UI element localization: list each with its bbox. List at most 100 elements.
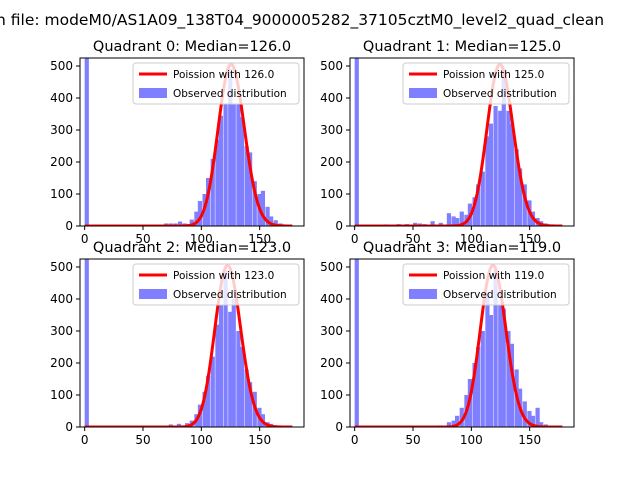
figure-suptitle: n file: modeM0/AS1A09_138T04_9000005282_… (0, 11, 604, 30)
histogram-bar (518, 168, 523, 226)
x-tick-label: 0 (81, 232, 89, 246)
legend-box (132, 62, 300, 105)
plot-area (84, 58, 293, 226)
histogram-bar (493, 106, 498, 226)
histogram-bar (501, 308, 506, 427)
histogram-bar (210, 356, 215, 427)
x-tick-label: 50 (135, 232, 150, 246)
x-tick-label: 50 (135, 433, 150, 447)
histogram-bar (459, 407, 464, 427)
histogram-bar (514, 149, 519, 226)
y-tick-label: 200 (320, 155, 343, 169)
y-tick-label: 200 (50, 155, 73, 169)
histogram-bar (248, 152, 253, 226)
y-tick-label: 300 (50, 324, 73, 338)
histogram-bar (176, 423, 182, 427)
histogram-bar (202, 391, 207, 427)
histogram-bar (206, 178, 211, 226)
y-tick-label: 300 (320, 123, 343, 137)
legend-label: Observed distribution (443, 289, 557, 301)
y-tick-label: 0 (335, 219, 343, 233)
plot-area (354, 259, 563, 427)
histogram-bar (354, 259, 359, 427)
histogram-bar (244, 369, 249, 427)
subplot-title: Quadrant 2: Median=123.0 (93, 240, 291, 256)
histogram-bar (84, 259, 89, 427)
legend-label: Poission with 125.0 (443, 69, 544, 81)
histogram-bar (472, 197, 477, 226)
legend-bar-swatch (139, 289, 167, 299)
histogram-bar (459, 211, 464, 226)
axes-frame (349, 258, 575, 428)
x-tick-label: 0 (81, 433, 89, 447)
histogram-bar (476, 347, 481, 427)
poisson-curve (354, 263, 563, 427)
plot-area (354, 58, 563, 226)
histogram-bar (455, 415, 460, 427)
y-tick-label: 400 (50, 91, 73, 105)
histogram-bar (265, 206, 270, 226)
histogram-bar (236, 104, 241, 226)
histogram-bar (194, 211, 199, 226)
legend-bar-swatch (409, 289, 437, 299)
histogram-bar (228, 311, 233, 427)
histogram-bar (539, 422, 544, 427)
histogram-bar (231, 299, 236, 427)
axes-frame (79, 57, 305, 227)
histogram-bar (239, 347, 245, 427)
histogram-bar (485, 292, 490, 427)
x-tick-label: 100 (190, 232, 213, 246)
histogram-bar (354, 58, 359, 226)
histogram-bar (476, 184, 481, 226)
histogram-bar (231, 104, 236, 226)
histogram-bar (218, 115, 224, 226)
histogram-bar (228, 69, 233, 226)
legend-label: Observed distribution (173, 289, 287, 301)
histogram-bar (485, 136, 490, 226)
histogram-bar (493, 270, 498, 427)
legend-label: Poission with 123.0 (173, 270, 274, 282)
x-tick-label: 0 (351, 232, 359, 246)
histogram-bar (84, 58, 89, 226)
histogram-bar (223, 270, 228, 427)
legend-bar-swatch (139, 88, 167, 98)
subplot-quadrant-3: 0 50 100 150 0 100 200 300 400 500 Quadrant 3: Med… (320, 240, 575, 447)
histogram-bar (430, 221, 435, 226)
x-tick-label: 0 (351, 433, 359, 447)
x-tick-label: 150 (518, 433, 541, 447)
legend-label: Observed distribution (443, 88, 557, 100)
histogram-bar (480, 171, 485, 226)
x-tick-label: 50 (405, 433, 420, 447)
histogram-bar (480, 331, 485, 427)
histogram-bar (215, 139, 220, 226)
y-tick-label: 100 (50, 187, 73, 201)
histogram-bar (189, 219, 194, 226)
poisson-curve (354, 62, 563, 226)
y-tick-label: 200 (50, 356, 73, 370)
poisson-curve (84, 263, 293, 427)
histogram-bar (498, 110, 503, 226)
y-tick-label: 0 (335, 420, 343, 434)
y-tick-label: 300 (320, 324, 343, 338)
histogram-bar (178, 221, 183, 226)
histogram-bar (273, 220, 278, 226)
histogram-bar (506, 110, 511, 226)
histogram-bar (522, 401, 527, 427)
histogram-bar (509, 343, 515, 427)
x-tick-label: 150 (248, 232, 271, 246)
x-tick-label: 100 (460, 232, 483, 246)
histogram-bar (451, 216, 456, 226)
y-tick-label: 0 (65, 219, 73, 233)
subplot-title: Quadrant 3: Median=119.0 (363, 240, 561, 256)
subplot-quadrant-1: 0 50 100 150 0 100 200 300 400 500 Quadrant 1: Med… (320, 39, 575, 246)
x-tick-label: 100 (190, 433, 213, 447)
legend-box (132, 263, 300, 306)
histogram-bar (488, 315, 494, 427)
histogram-bar (535, 407, 540, 427)
y-tick-label: 500 (50, 260, 73, 274)
y-tick-label: 500 (320, 59, 343, 73)
y-tick-label: 300 (50, 123, 73, 137)
histogram-bar (244, 146, 249, 226)
